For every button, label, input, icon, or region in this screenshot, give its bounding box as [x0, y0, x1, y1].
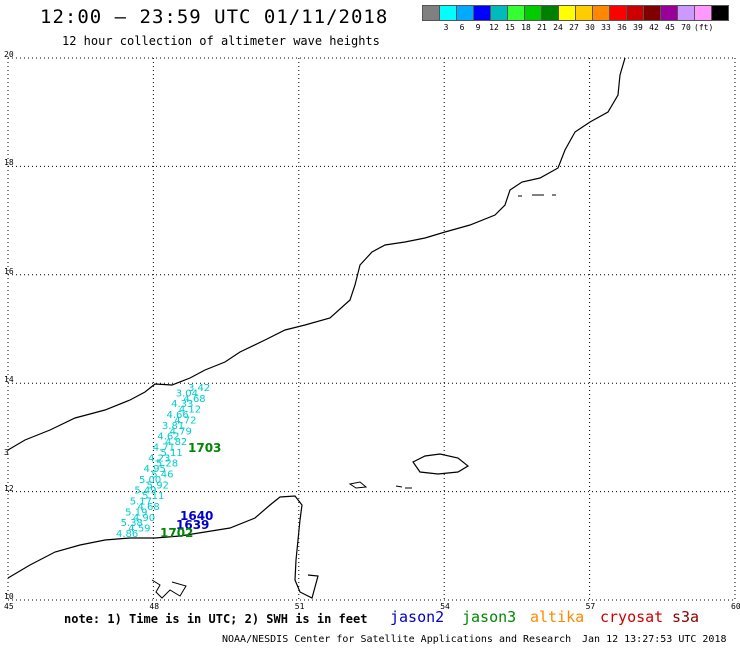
pass-time-label: 1702 — [160, 526, 193, 540]
legend-tick: 3 — [443, 23, 449, 32]
legend-tick: 45 — [665, 23, 675, 32]
legend-ticks: 3 6 9 12 15 18 21 24 27 30 33 36 39 42 45 70 (ft) — [422, 23, 728, 32]
wave-height-value: 4.79 — [170, 426, 192, 437]
longitude-label: 45 — [4, 602, 14, 611]
wave-height-value: 5.11 — [160, 448, 182, 459]
wave-height-value: 4.33 — [171, 399, 193, 410]
longitude-label: 51 — [294, 602, 305, 611]
longitude-label: 48 — [149, 602, 160, 611]
legend-swatch — [711, 5, 729, 21]
latitude-label: 18 — [4, 158, 14, 168]
wave-height-value: 5.46 — [151, 470, 173, 481]
socotra-island — [412, 453, 470, 475]
pass-time-label: 1640 — [180, 509, 213, 523]
latitude-label: 20 — [4, 50, 14, 59]
wave-height-value: 5.11 — [142, 491, 164, 502]
map-title: 12:00 – 23:59 UTC 01/11/2018 — [40, 6, 389, 28]
wave-height-value: 4.82 — [165, 437, 187, 448]
legend-unit: (ft) — [694, 23, 714, 32]
legend-tick: 70 — [681, 23, 691, 32]
color-legend: 3 6 9 12 15 18 21 24 27 30 33 36 39 42 45 70 (ft) — [422, 5, 729, 32]
wave-height-value: 4.66 — [167, 410, 189, 421]
wave-height-value: 5.38 — [121, 518, 143, 529]
legend-tick: 21 — [537, 23, 547, 32]
wave-height-value: 4.23 — [148, 453, 170, 464]
legend-tick: 12 — [489, 23, 499, 32]
longitude-label: 54 — [440, 602, 450, 611]
satellite-s3a: s3a — [672, 608, 700, 626]
wave-height-value: 4.90 — [133, 513, 155, 524]
legend-tick: 30 — [585, 23, 595, 32]
islet-1 — [348, 481, 368, 489]
legend-tick: 42 — [649, 23, 659, 32]
wave-height-value: 4.12 — [179, 405, 201, 416]
wave-height-value: 4.72 — [174, 415, 196, 426]
edge-mark: 3 — [4, 448, 9, 457]
coastline-somalia — [7, 495, 319, 599]
legend-tick: 9 — [475, 23, 481, 32]
wave-height-value: 3.42 — [188, 383, 210, 394]
wave-height-value: 4.62 — [157, 432, 179, 443]
wave-height-value: 5.28 — [156, 459, 178, 470]
latitude-label: 10 — [4, 592, 14, 601]
legend-tick: 36 — [617, 23, 627, 32]
islet-2 — [395, 485, 412, 489]
timestamp: Jan 12 13:27:53 UTC 2018 — [582, 634, 727, 645]
longitude-label: 57 — [585, 602, 596, 611]
satellite-jason3: jason3 — [462, 608, 517, 626]
legend-tick: 6 — [459, 23, 465, 32]
wave-height-value: 4.68 — [183, 394, 205, 405]
wave-height-value: 5.19 — [125, 507, 147, 518]
wave-height-value: 4.95 — [144, 464, 166, 475]
coastline-arabia — [7, 57, 626, 451]
legend-tick: 39 — [633, 23, 643, 32]
longitude-label: 60 — [731, 602, 740, 611]
legend-tick: 15 — [505, 23, 515, 32]
legend-tick: 27 — [569, 23, 579, 32]
wave-height-value: 4.71 — [153, 442, 175, 453]
legend-swatches — [422, 5, 729, 21]
satellite-altika: altika — [530, 608, 585, 626]
map-grid — [7, 57, 736, 601]
satellite-jason2: jason2 — [390, 608, 445, 626]
pass-time-label: 1703 — [188, 441, 221, 455]
wave-height-value: 5.49 — [134, 486, 156, 497]
footer-note: note: 1) Time is in UTC; 2) SWH is in fe… — [64, 612, 368, 626]
wave-height-value: 5.92 — [147, 480, 169, 491]
wave-height-value: 3.04 — [176, 388, 198, 399]
wave-height-value: 5.00 — [139, 475, 161, 486]
satellite-cryosat: cryosat — [600, 608, 664, 626]
wave-height-value: 4.86 — [116, 529, 138, 540]
map-subtitle: 12 hour collection of altimeter wave hei… — [62, 34, 380, 48]
legend-tick: 24 — [553, 23, 563, 32]
wave-height-value: 4.68 — [137, 502, 159, 513]
islet-3 — [518, 194, 556, 197]
wave-height-value: 3.81 — [162, 421, 184, 432]
credit: NOAA/NESDIS Center for Satellite Applica… — [222, 634, 572, 645]
altimeter-track: 3.423.044.684.334.124.664.723.814.794.62… — [116, 383, 210, 540]
legend-tick: 33 — [601, 23, 611, 32]
latitude-label: 16 — [4, 266, 14, 276]
latitude-label: 14 — [4, 375, 14, 385]
wave-height-value: 4.59 — [128, 524, 150, 535]
latitude-label: 12 — [4, 483, 14, 493]
mainland-fragment — [151, 579, 187, 599]
wave-height-value: 5.17 — [130, 497, 152, 508]
legend-tick: 18 — [521, 23, 531, 32]
pass-time-label: 1639 — [176, 518, 209, 532]
